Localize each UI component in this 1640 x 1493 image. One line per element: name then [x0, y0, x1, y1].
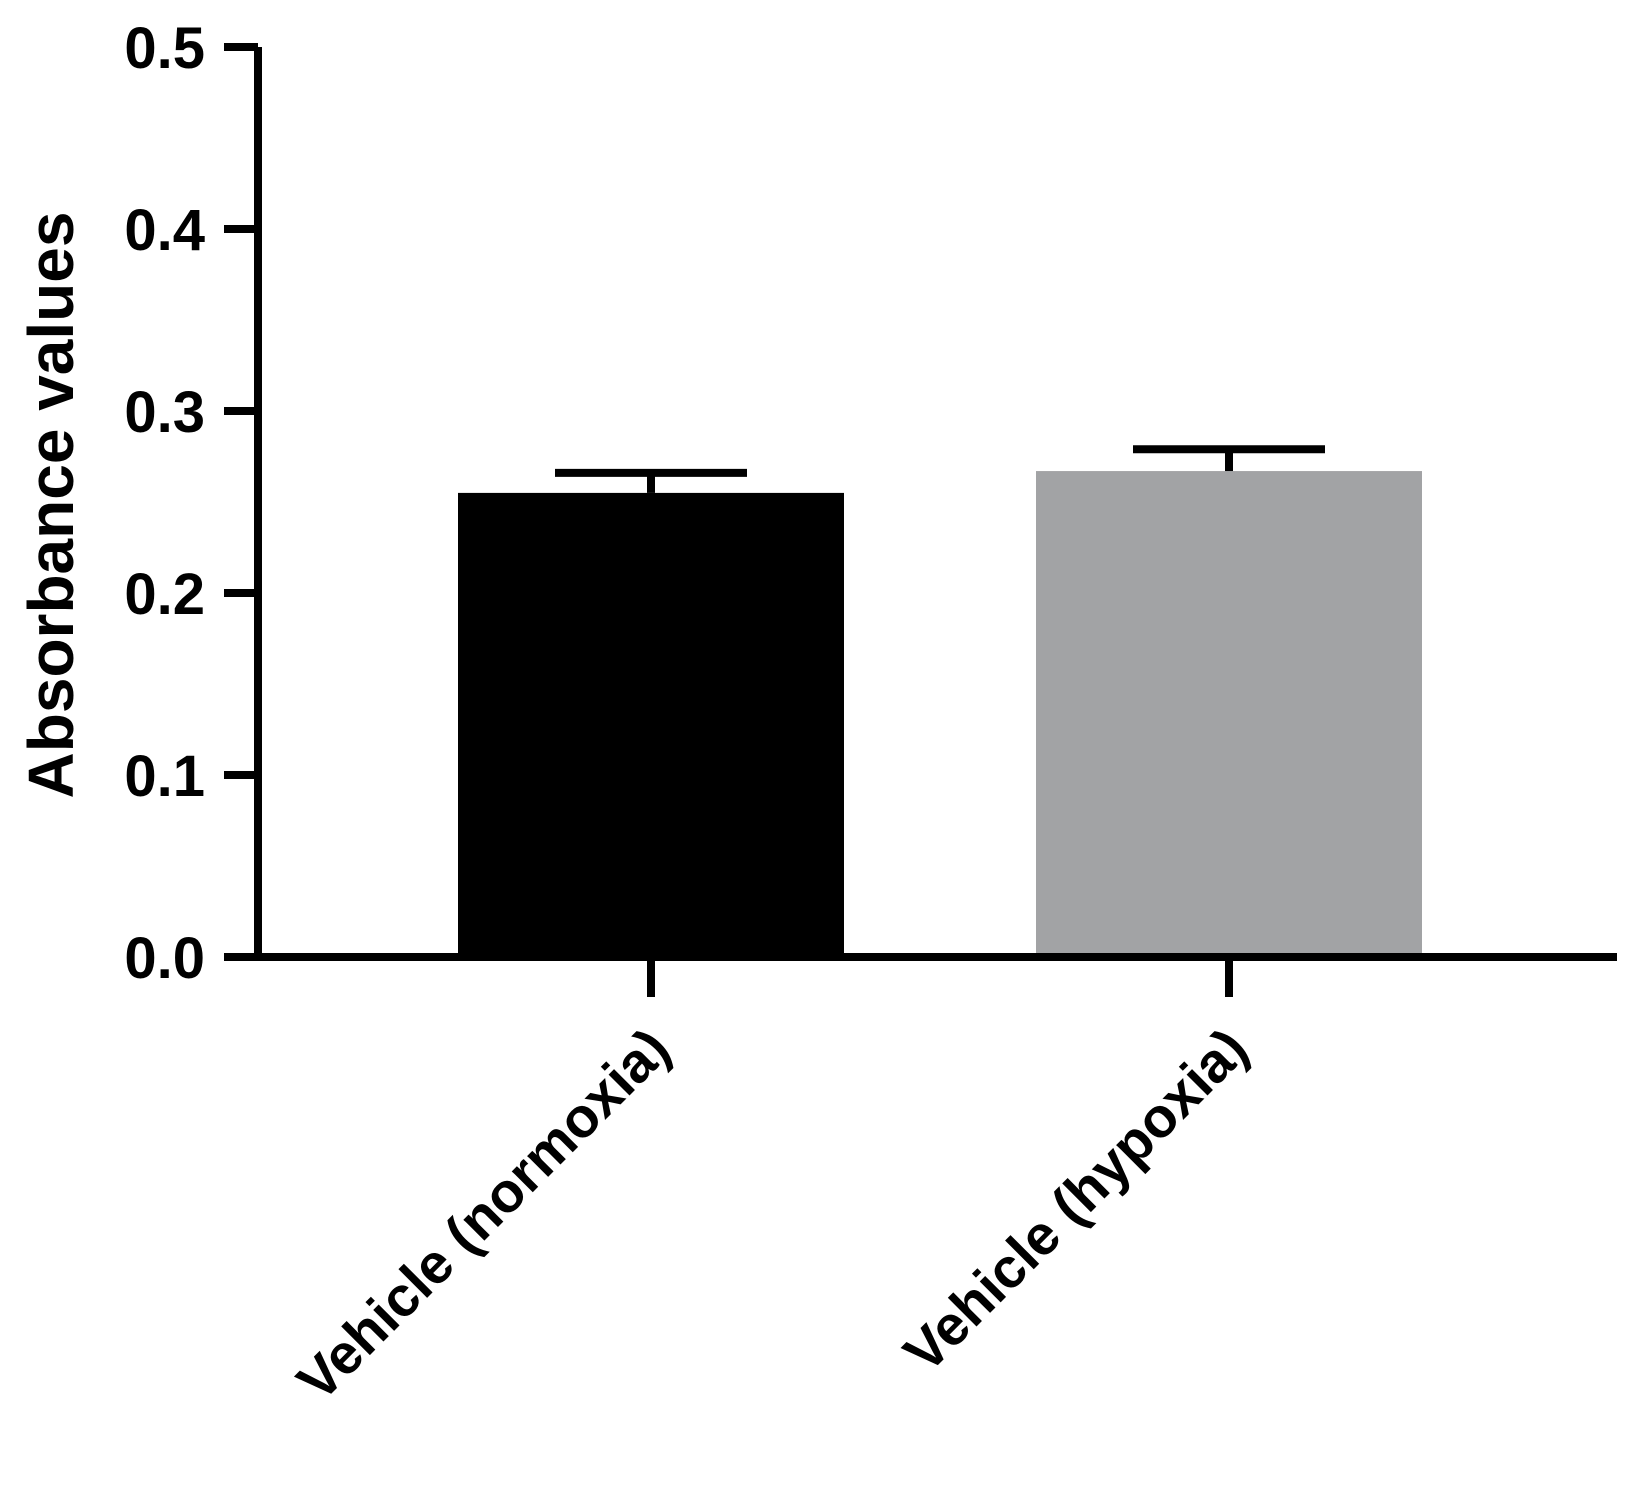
error-bars-group	[555, 445, 1325, 493]
x-ticks-group: Vehicle (normoxia) Vehicle (hypoxia)	[285, 957, 1259, 1413]
y-tick-label: 0.4	[124, 198, 205, 263]
y-tick-label: 0.0	[124, 926, 205, 991]
bar-2	[1036, 471, 1422, 957]
y-tick-label: 0.2	[124, 562, 205, 627]
x-category-label: Vehicle (hypoxia)	[891, 1016, 1259, 1384]
y-ticks-group: 0.0 0.1 0.2 0.3 0.4 0.5	[124, 16, 258, 991]
bar-1	[458, 492, 844, 957]
y-tick-label: 0.1	[124, 744, 205, 809]
y-tick-label: 0.5	[124, 16, 205, 81]
y-tick-label: 0.3	[124, 380, 205, 445]
error-bar-2	[1133, 445, 1325, 472]
x-category-label: Vehicle (normoxia)	[285, 1016, 682, 1413]
error-bar-1	[555, 468, 747, 493]
y-axis-title: Absorbance values	[15, 212, 87, 799]
axes-group	[224, 47, 1617, 961]
bars-group	[458, 471, 1422, 957]
